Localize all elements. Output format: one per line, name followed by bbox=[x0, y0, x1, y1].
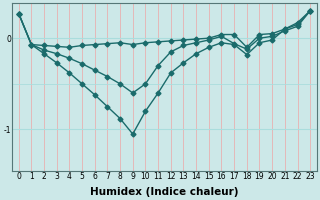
X-axis label: Humidex (Indice chaleur): Humidex (Indice chaleur) bbox=[90, 187, 239, 197]
